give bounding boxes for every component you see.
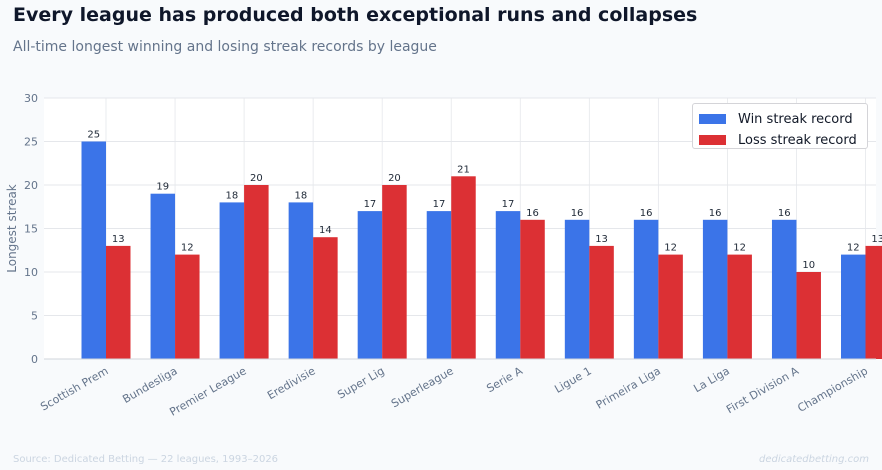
y-tick-label: 30 (24, 92, 38, 105)
x-tick-label: Primeira Liga (594, 364, 663, 411)
loss-value-label: 12 (181, 243, 194, 254)
win-bar (426, 211, 452, 359)
win-value-label: 19 (156, 182, 169, 193)
chart-title: Every league has produced both exception… (13, 4, 698, 26)
loss-bar (796, 272, 821, 359)
loss-bar (865, 245, 882, 359)
x-tick-label: Serie A (484, 364, 525, 395)
x-tick-label: Bundesliga (120, 364, 179, 406)
win-bar (288, 202, 314, 359)
loss-value-label: 13 (595, 234, 608, 245)
brand-watermark: dedicatedbetting.com (758, 454, 869, 465)
win-bar (219, 202, 245, 359)
x-tick-label: Superleague (389, 364, 456, 410)
legend: Win streak record Loss streak record (692, 103, 868, 149)
win-bar (841, 254, 866, 359)
win-bar (564, 219, 590, 359)
x-tick-label: Championship (795, 364, 870, 415)
legend-item-loss: Loss streak record (699, 131, 857, 149)
x-tick-label: First Division A (724, 364, 801, 416)
loss-bar (382, 185, 407, 359)
win-value-label: 25 (87, 130, 100, 141)
win-value-label: 12 (847, 243, 860, 254)
loss-value-label: 21 (457, 164, 470, 175)
loss-bar (727, 254, 752, 359)
win-value-label: 17 (364, 199, 377, 210)
y-tick-label: 15 (24, 223, 38, 236)
win-value-label: 18 (225, 190, 238, 201)
win-value-label: 17 (433, 199, 446, 210)
x-tick-label: Ligue 1 (552, 364, 593, 395)
x-tick-label: Super Lig (335, 364, 386, 401)
loss-bar (175, 254, 200, 359)
loss-bar (658, 254, 683, 359)
x-tick-label: La Liga (691, 364, 732, 395)
loss-value-label: 14 (319, 225, 332, 236)
chart-subtitle: All-time longest winning and losing stre… (13, 39, 437, 55)
loss-value-label: 13 (871, 234, 882, 245)
y-tick-label: 25 (24, 136, 38, 149)
loss-bar (520, 219, 545, 359)
y-tick-label: 5 (31, 310, 38, 323)
loss-value-label: 12 (733, 243, 746, 254)
win-value-label: 17 (502, 199, 515, 210)
x-tick-label: Eredivisie (265, 364, 318, 402)
win-bar (357, 211, 383, 359)
loss-bar (451, 176, 476, 359)
y-tick-label: 10 (24, 266, 38, 279)
legend-label-win: Win streak record (738, 111, 853, 127)
legend-label-loss: Loss streak record (738, 132, 857, 148)
win-value-label: 16 (571, 208, 584, 219)
win-value-label: 16 (709, 208, 722, 219)
win-bar (81, 141, 106, 359)
loss-value-label: 20 (388, 173, 401, 184)
y-tick-label: 0 (31, 353, 38, 366)
loss-value-label: 16 (526, 208, 539, 219)
y-tick-label: 20 (24, 179, 38, 192)
win-bar (702, 219, 728, 359)
labels-layer: 25 13 19 12 18 20 18 14 17 20 17 21 17 16 16 13 16 12 16 12… (87, 130, 882, 272)
bars-layer (81, 141, 882, 359)
loss-value-label: 13 (112, 234, 125, 245)
x-tick-label: Premier League (167, 364, 248, 418)
loss-bar (589, 245, 614, 359)
win-value-label: 18 (295, 190, 308, 201)
loss-bar (244, 185, 269, 359)
legend-item-win: Win streak record (699, 110, 853, 128)
win-bar (771, 219, 797, 359)
win-bar (633, 219, 659, 359)
legend-swatch-loss (699, 135, 726, 145)
win-bar (150, 193, 176, 359)
loss-value-label: 10 (802, 260, 815, 271)
x-tick-label: Scottish Prem (38, 364, 110, 413)
legend-swatch-win (699, 114, 726, 124)
win-value-label: 16 (778, 208, 791, 219)
loss-bar (106, 245, 131, 359)
loss-value-label: 20 (250, 173, 263, 184)
source-note: Source: Dedicated Betting — 22 leagues, … (13, 454, 279, 465)
win-bar (495, 211, 521, 359)
y-axis-label: Longest streak (5, 184, 19, 273)
win-value-label: 16 (640, 208, 653, 219)
loss-value-label: 12 (664, 243, 677, 254)
loss-bar (313, 237, 338, 359)
